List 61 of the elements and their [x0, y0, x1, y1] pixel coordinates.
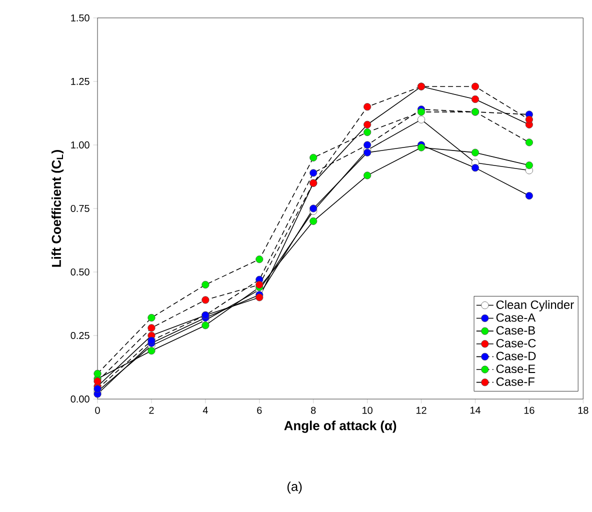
- y-tick-label: 1.25: [71, 78, 90, 86]
- point: [364, 172, 372, 180]
- legend-label: Clean Cylinder: [496, 300, 574, 312]
- x-axis-title: Angle of attack (α): [284, 420, 396, 434]
- x-tick-label: 12: [416, 407, 426, 414]
- point: [471, 82, 480, 91]
- point: [471, 164, 480, 172]
- y-tick-label: 1.50: [71, 14, 90, 22]
- point: [256, 294, 264, 302]
- point: [94, 385, 102, 393]
- x-tick-label: 4: [202, 407, 208, 414]
- y-tick-label: 1.00: [71, 142, 90, 149]
- point: [202, 296, 210, 304]
- x-tick-label: 0: [95, 407, 100, 414]
- legend-label: Case-F: [496, 378, 534, 386]
- legend-label: Case-C: [496, 339, 536, 348]
- x-tick-label: 18: [578, 407, 588, 414]
- point: [202, 281, 210, 289]
- point: [525, 116, 533, 124]
- x-tick-label: 2: [149, 407, 154, 414]
- point: [256, 281, 264, 289]
- point: [310, 154, 318, 162]
- point: [364, 103, 372, 111]
- y-tick-label: 0.50: [70, 268, 90, 276]
- point: [202, 322, 210, 330]
- point: [471, 96, 480, 104]
- point: [417, 144, 426, 152]
- x-tick-label: 10: [362, 407, 372, 414]
- point: [310, 169, 318, 177]
- point: [310, 218, 318, 226]
- point: [525, 192, 533, 200]
- y-tick-label: 0.25: [70, 332, 90, 340]
- point: [417, 108, 426, 116]
- point: [525, 162, 533, 170]
- legend-label: Case-D: [496, 352, 536, 360]
- point: [364, 128, 372, 136]
- point: [364, 141, 372, 149]
- point: [364, 149, 372, 157]
- point: [471, 149, 480, 157]
- x-tick-label: 16: [524, 407, 534, 414]
- point: [256, 256, 264, 264]
- point: [310, 204, 318, 213]
- legend-label: Case-E: [496, 364, 536, 374]
- point: [148, 314, 156, 322]
- y-axis-title: Lift Coefficient (C$_{L}$): [51, 150, 64, 267]
- legend-label: Case-B: [496, 326, 535, 335]
- x-tick-label: 8: [311, 407, 316, 414]
- text: (a): [287, 482, 302, 494]
- point: [364, 121, 372, 129]
- legend-label: Case-A: [496, 314, 536, 322]
- point: [525, 138, 533, 146]
- point: [148, 337, 156, 345]
- y-tick-label: 0.75: [70, 205, 90, 212]
- x-tick-label: 6: [257, 407, 262, 414]
- point: [417, 116, 426, 124]
- point: [94, 378, 102, 386]
- x-tick-label: 14: [470, 407, 480, 414]
- point: [148, 324, 156, 332]
- y-tick-label: 0.00: [70, 396, 90, 403]
- point: [94, 370, 102, 378]
- point: [148, 347, 156, 355]
